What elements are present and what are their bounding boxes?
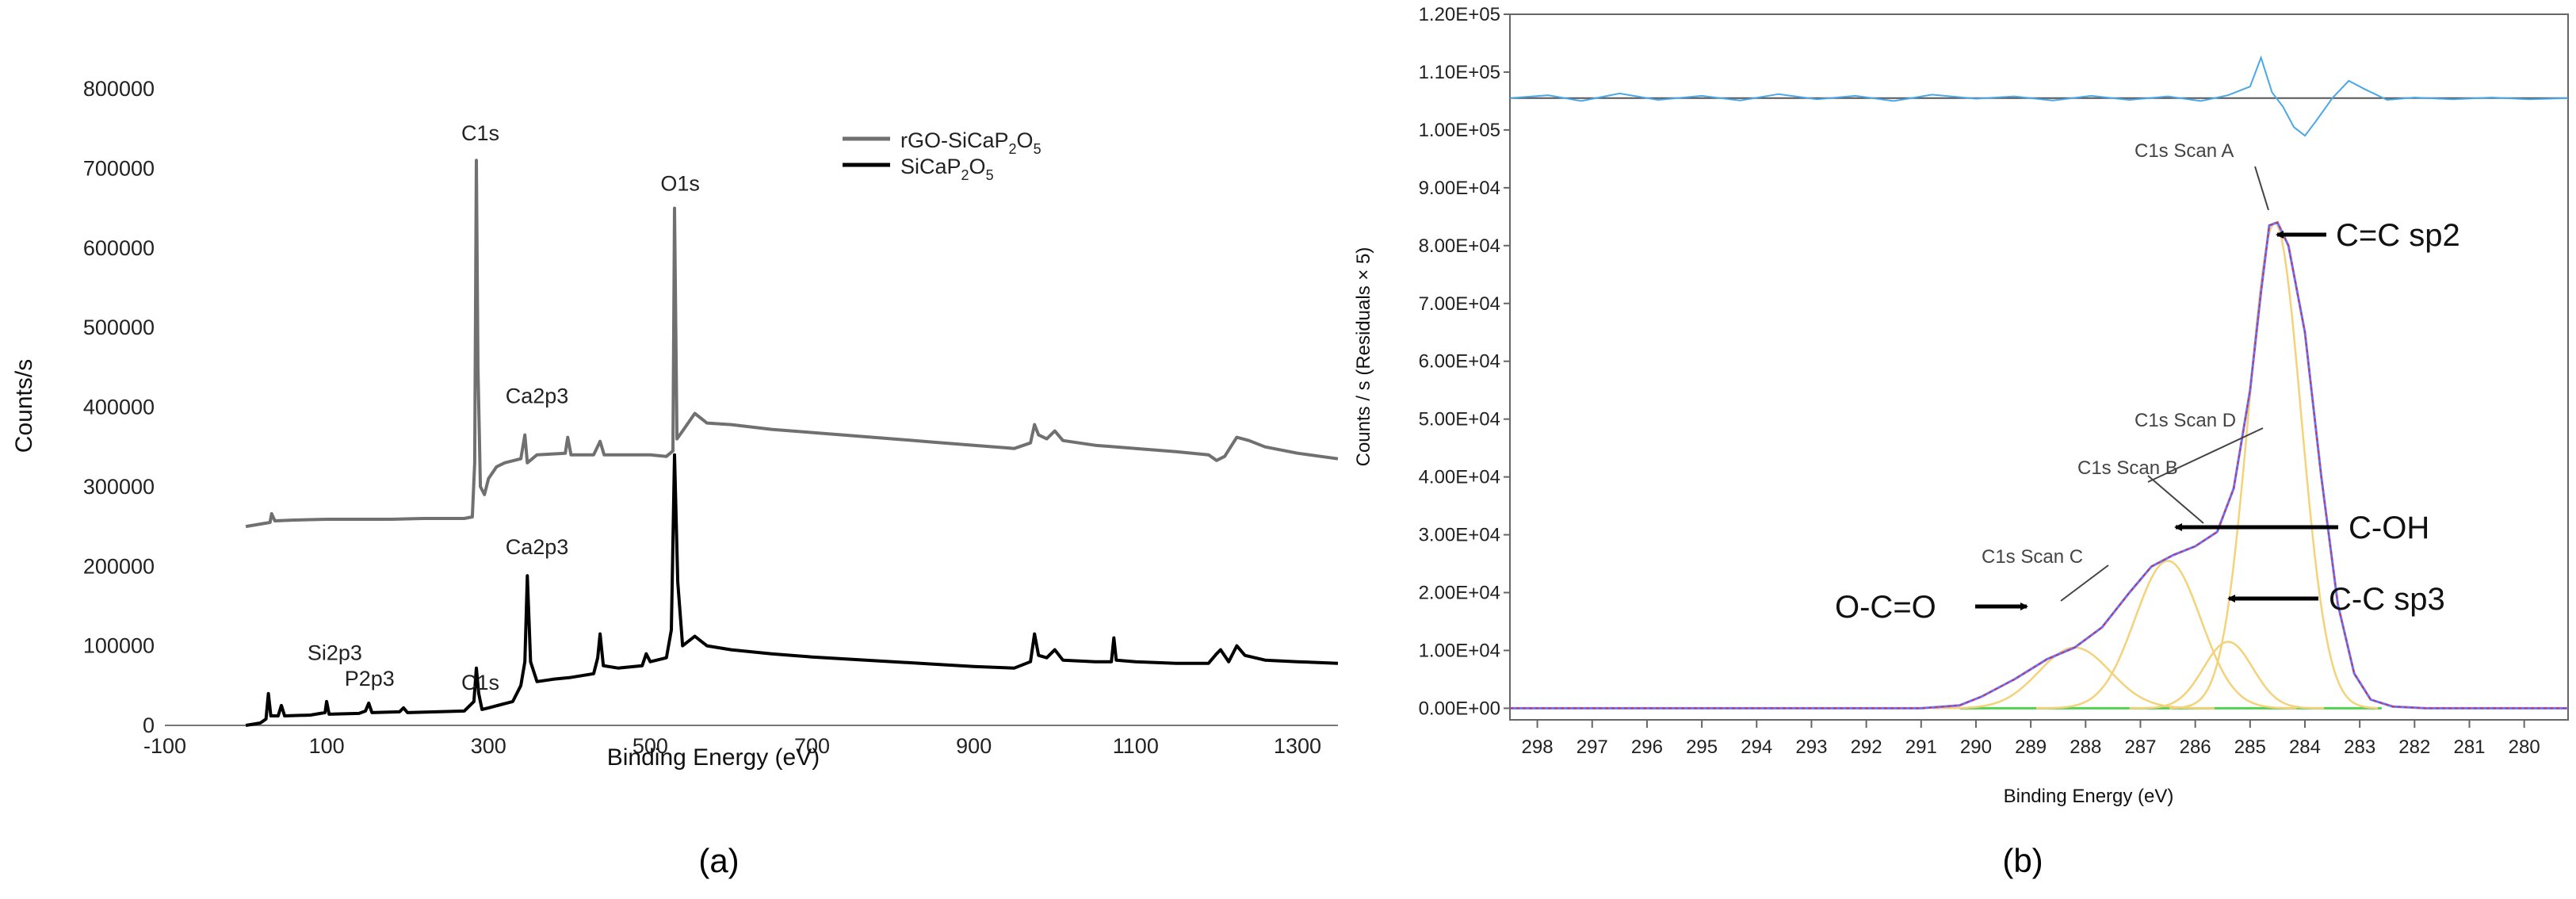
y-tick-label: 600000 (83, 236, 155, 260)
x-tick-label: 281 (2453, 736, 2485, 758)
x-tick-label: 900 (956, 734, 992, 758)
x-tick-label: 100 (309, 734, 345, 758)
fit-label-scan-c: C1s Scan C (1982, 546, 2083, 568)
y-tick-label: 7.00E+04 (1419, 293, 1500, 315)
panel-label-a: (a) (698, 842, 739, 879)
series-sicap (245, 453, 1339, 727)
x-tick-label: 291 (1905, 736, 1937, 758)
xps-c1s-fit-chart: 0.00E+00 1.00E+04 2.00E+04 3.00E+04 4.00E+04… (1353, 4, 2569, 879)
y-tick-label: 0 (143, 713, 155, 737)
x-tick-labels: -100 100 300 500 700 900 1100 1300 (143, 734, 1321, 758)
y-tick-label: 0.00E+00 (1419, 698, 1500, 719)
x-tick-label: 283 (2344, 736, 2375, 758)
x-tick-label: 1300 (1274, 734, 1321, 758)
peak-label: C1s (461, 121, 499, 145)
envelope-line (1510, 220, 2568, 710)
fit-component-curve (2129, 641, 2325, 710)
label-c-c-sp3: C-C sp3 (2329, 582, 2445, 617)
x-tick-label: 292 (1851, 736, 1882, 758)
y-tick-label: 8.00E+04 (1419, 235, 1500, 257)
legend-label-rgo: rGO-SiCaP2O5 (900, 128, 1041, 157)
x-tick-label: 298 (1522, 736, 1554, 758)
x-tick-label: 282 (2398, 736, 2430, 758)
x-tick-label: 287 (2124, 736, 2156, 758)
x-tick-label: 284 (2289, 736, 2321, 758)
fit-labels: C1s Scan A C1s Scan D C1s Scan B C1s Sca… (1982, 140, 2269, 602)
panel-label-b: (b) (2002, 842, 2043, 879)
assignment-arrows: C=C sp2 C-OH O-C=O C-C sp3 (1835, 218, 2460, 625)
data-line (1510, 221, 2568, 710)
x-tick-label: 700 (794, 734, 830, 758)
series-group (245, 159, 1339, 727)
label-o-c-o: O-C=O (1835, 590, 1936, 625)
x-tick-label: 293 (1795, 736, 1827, 758)
y-tick-label: 300000 (83, 475, 155, 499)
peak-label: Ca2p3 (506, 535, 569, 559)
x-tick-label: 1100 (1113, 734, 1159, 758)
peak-label: Si2p3 (308, 641, 362, 665)
legend-label-plain: SiCaP2O5 (900, 155, 994, 183)
peak-label: O1s (660, 171, 700, 195)
x-tick-label: 294 (1741, 736, 1772, 758)
label-c-oh: C-OH (2349, 511, 2429, 545)
y-tick-label: 6.00E+04 (1419, 351, 1500, 373)
x-tick-label: 290 (1960, 736, 1992, 758)
y-tick-labels: 0.00E+00 1.00E+04 2.00E+04 3.00E+04 4.00E+04… (1419, 4, 1510, 719)
y-tick-label: 9.00E+04 (1419, 178, 1500, 199)
y-tick-labels: 0 100000 200000 300000 400000 500000 600000 700… (83, 77, 155, 737)
plot-frame (1509, 13, 2569, 721)
y-tick-label: 1.00E+05 (1419, 120, 1500, 141)
y-axis-title: Counts/s (11, 359, 37, 453)
y-tick-label: 2.00E+04 (1419, 583, 1500, 604)
peak-label: P2p3 (345, 667, 395, 691)
fit-label-scan-d: C1s Scan D (2135, 410, 2236, 431)
leader-scan-b (2147, 475, 2204, 524)
y-tick-label: 100000 (83, 634, 155, 658)
leader-scan-c (2060, 564, 2109, 602)
fit-component-curve (2036, 560, 2297, 710)
x-tick-label: 286 (2180, 736, 2211, 758)
y-tick-label: 5.00E+04 (1419, 409, 1500, 430)
y-tick-label: 1.10E+05 (1419, 62, 1500, 83)
x-tick-label: 500 (633, 734, 668, 758)
x-axis-title: Binding Energy (eV) (2004, 786, 2174, 807)
x-tick-label: 288 (2070, 736, 2101, 758)
y-tick-label: 500000 (83, 316, 155, 339)
fit-label-scan-a: C1s Scan A (2135, 140, 2234, 162)
x-tick-label: 295 (1686, 736, 1718, 758)
xps-survey-chart: 0 100000 200000 300000 400000 500000 600000 700… (11, 77, 1339, 879)
legend: rGO-SiCaP2O5 SiCaP2O5 (843, 128, 1041, 183)
y-axis-title: Counts / s (Residuals × 5) (1353, 247, 1374, 467)
y-tick-label: 1.00E+04 (1419, 640, 1500, 661)
leader-scan-a (2254, 166, 2269, 211)
peak-label: C1s (461, 671, 499, 694)
fit-component-curve (2169, 221, 2379, 710)
fit-label-scan-b: C1s Scan B (2077, 457, 2178, 479)
x-tick-label: 280 (2509, 736, 2540, 758)
x-axis-title: Binding Energy (eV) (607, 744, 820, 771)
label-c-c-sp2: C=C sp2 (2336, 218, 2460, 253)
leader-scan-d (2147, 427, 2264, 483)
x-tick-labels: 298 297 296 295 294 293 292 291 290 289 288 287 286 2… (1522, 720, 2540, 758)
y-tick-label: 700000 (83, 156, 155, 180)
y-tick-label: 800000 (83, 77, 155, 101)
x-tick-label: 297 (1577, 736, 1608, 758)
x-tick-label: 296 (1631, 736, 1663, 758)
y-tick-label: 3.00E+04 (1419, 525, 1500, 546)
residual-line (1509, 55, 2569, 137)
x-tick-label: 285 (2234, 736, 2266, 758)
x-tick-label: -100 (143, 734, 186, 758)
x-tick-label: 300 (471, 734, 506, 758)
y-tick-label: 200000 (83, 554, 155, 578)
peak-label: Ca2p3 (506, 384, 569, 407)
y-tick-label: 4.00E+04 (1419, 467, 1500, 488)
y-tick-label: 400000 (83, 396, 155, 419)
series-rgo-sicap (245, 159, 1339, 529)
x-tick-label: 289 (2015, 736, 2047, 758)
y-tick-label: 1.20E+05 (1419, 4, 1500, 25)
